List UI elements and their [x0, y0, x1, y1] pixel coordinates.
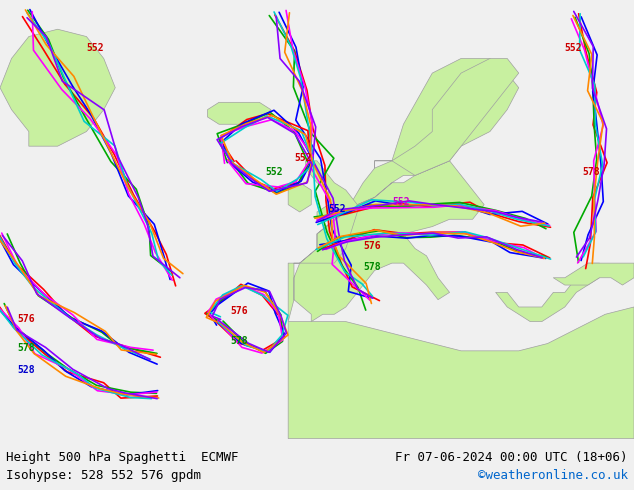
- Text: 552: 552: [265, 168, 283, 177]
- Text: 576: 576: [17, 314, 35, 323]
- Text: Height 500 hPa Spaghetti  ECMWF: Height 500 hPa Spaghetti ECMWF: [6, 451, 239, 465]
- Text: 552: 552: [392, 196, 410, 207]
- Text: 578: 578: [17, 343, 35, 353]
- Text: 576: 576: [363, 241, 381, 250]
- Text: 528: 528: [17, 365, 35, 375]
- Text: 578: 578: [363, 263, 381, 272]
- Text: 552: 552: [565, 43, 583, 53]
- Text: Isohypse: 528 552 576 gpdm: Isohypse: 528 552 576 gpdm: [6, 469, 202, 482]
- Text: 578: 578: [231, 336, 248, 345]
- Text: ©weatheronline.co.uk: ©weatheronline.co.uk: [477, 469, 628, 482]
- Text: Fr 07-06-2024 00:00 UTC (18+06): Fr 07-06-2024 00:00 UTC (18+06): [395, 451, 628, 465]
- Text: 552: 552: [294, 153, 311, 163]
- Text: 552: 552: [328, 204, 346, 214]
- Text: 576: 576: [231, 306, 248, 316]
- Text: 552: 552: [86, 43, 104, 53]
- Text: 578: 578: [582, 168, 600, 177]
